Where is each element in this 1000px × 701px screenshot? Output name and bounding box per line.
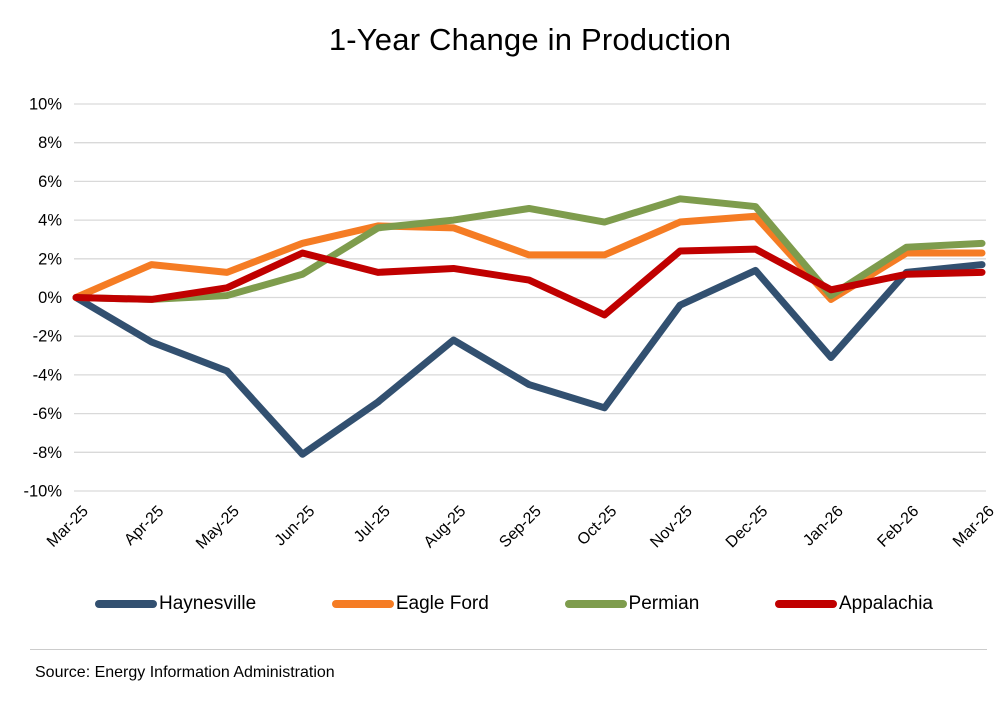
series-line-eagle-ford — [72, 212, 986, 303]
y-tick-label: 8% — [38, 134, 62, 152]
x-tick-label: May-25 — [193, 503, 243, 553]
y-tick-label: 0% — [38, 289, 62, 307]
x-tick-label: Mar-25 — [44, 503, 92, 551]
legend-swatch-permian — [564, 600, 627, 608]
legend-label-permian: Permian — [628, 593, 700, 614]
x-tick-label: Nov-25 — [647, 503, 696, 552]
x-tick-label: Mar-26 — [950, 503, 998, 551]
y-tick-label: 10% — [29, 96, 62, 114]
line-chart: -10% -8% -6% -4% -2% 0% 2% 4% 6% 8% 10% Mar-25 Apr-2… — [23, 96, 998, 553]
x-tick-label: Aug-25 — [421, 503, 470, 552]
series-line-permian — [72, 195, 986, 303]
y-tick-label: 6% — [38, 173, 62, 191]
series-line-appalachia — [72, 245, 986, 319]
chart-title: 1-Year Change in Production — [328, 22, 732, 57]
x-tick-label: Jun-25 — [272, 503, 319, 550]
series-line-haynesville — [72, 261, 986, 458]
y-tick-label: -4% — [33, 366, 63, 384]
x-tick-label: Jul-25 — [351, 503, 394, 546]
x-tick-label: Dec-25 — [723, 503, 772, 552]
legend-item-appalachia: Appalachia — [774, 591, 933, 617]
x-tick-label: Sep-25 — [496, 503, 545, 552]
legend-label-haynesville: Haynesville — [159, 593, 257, 614]
y-tick-label: -2% — [33, 328, 63, 346]
x-tick-label: Jan-26 — [800, 503, 847, 550]
legend-swatch-appalachia — [774, 600, 837, 608]
y-tick-label: 4% — [38, 212, 62, 230]
y-tick-label: -6% — [33, 405, 63, 423]
legend-swatch-haynesville — [95, 600, 157, 608]
y-tick-label: -10% — [23, 483, 62, 501]
legend-item-haynesville: Haynesville — [95, 591, 256, 617]
legend-item-permian: Permian — [564, 591, 700, 617]
x-tick-label: Apr-25 — [121, 503, 167, 549]
legend-label-eagle-ford: Eagle Ford — [395, 593, 489, 614]
x-tick-label: Oct-25 — [574, 503, 620, 549]
legend-swatch-eagle-ford — [331, 600, 394, 608]
y-tick-label: 2% — [38, 250, 62, 268]
legend-label-appalachia: Appalachia — [838, 593, 933, 614]
chart-legend: Haynesville Eagle Ford Permian Appalachia — [95, 591, 933, 617]
x-tick-label: Feb-26 — [874, 503, 922, 551]
footer-divider — [30, 649, 987, 650]
legend-item-eagle-ford: Eagle Ford — [331, 591, 489, 617]
y-tick-label: -8% — [33, 444, 63, 462]
source-note: Source: Energy Information Administratio… — [35, 664, 335, 681]
